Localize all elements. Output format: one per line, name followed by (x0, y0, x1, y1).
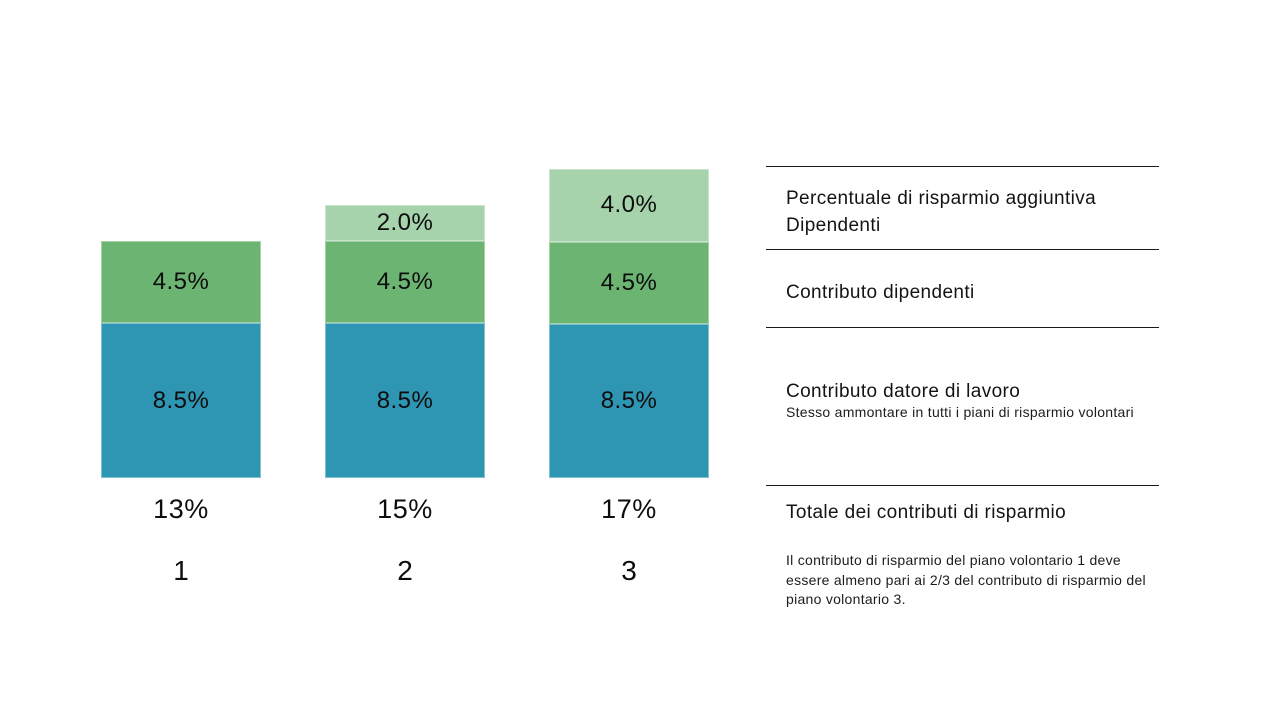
segment-additional-savings: 4.0% (549, 169, 709, 242)
segment-value-label: 4.0% (600, 191, 658, 219)
legend-divider-4 (766, 485, 1159, 486)
legend-item-employer-contribution: Contributo datore di lavoro (786, 381, 1021, 402)
total-label-plan-1: 13% (153, 494, 209, 524)
legend-divider-1 (766, 166, 1159, 167)
segment-value-label: 8.5% (152, 386, 210, 414)
category-label-plan-2: 2 (397, 555, 413, 586)
segment-employee-contribution: 4.5% (325, 241, 485, 324)
legend-item-employee-contribution: Contributo dipendenti (786, 282, 975, 303)
category-label-plan-1: 1 (173, 555, 189, 586)
legend-divider-3 (766, 327, 1159, 328)
segment-value-label: 8.5% (376, 386, 434, 414)
segment-value-label: 4.5% (376, 268, 434, 296)
segment-additional-savings: 2.0% (325, 205, 485, 242)
total-label-plan-3: 17% (601, 494, 657, 524)
category-label-plan-3: 3 (621, 555, 637, 586)
total-label-plan-2: 15% (377, 494, 433, 524)
legend-item-employer-subtitle: Stesso ammontare in tutti i piani di ris… (786, 404, 1134, 420)
legend-item-total: Totale dei contributi di risparmio (786, 502, 1067, 523)
legend-item-additional-savings: Percentuale di risparmio aggiuntiva Dipe… (786, 188, 1097, 236)
segment-value-label: 8.5% (600, 386, 658, 414)
segment-employee-contribution: 4.5% (101, 241, 261, 324)
segment-value-label: 4.5% (152, 268, 210, 296)
bar-plan-3: 4.0% 4.5% 8.5% (549, 169, 709, 478)
bar-plan-2: 2.0% 4.5% 8.5% (325, 169, 485, 478)
legend-divider-2 (766, 249, 1159, 250)
segment-employer-contribution: 8.5% (325, 323, 485, 478)
bar-plan-1: 4.5% 8.5% (101, 169, 261, 478)
legend-note: Il contributo di risparmio del piano vol… (786, 552, 1146, 607)
segment-value-label: 2.0% (376, 209, 434, 237)
segment-employer-contribution: 8.5% (549, 323, 709, 478)
segment-value-label: 4.5% (600, 268, 658, 296)
segment-employer-contribution: 8.5% (101, 323, 261, 478)
segment-employee-contribution: 4.5% (549, 241, 709, 324)
